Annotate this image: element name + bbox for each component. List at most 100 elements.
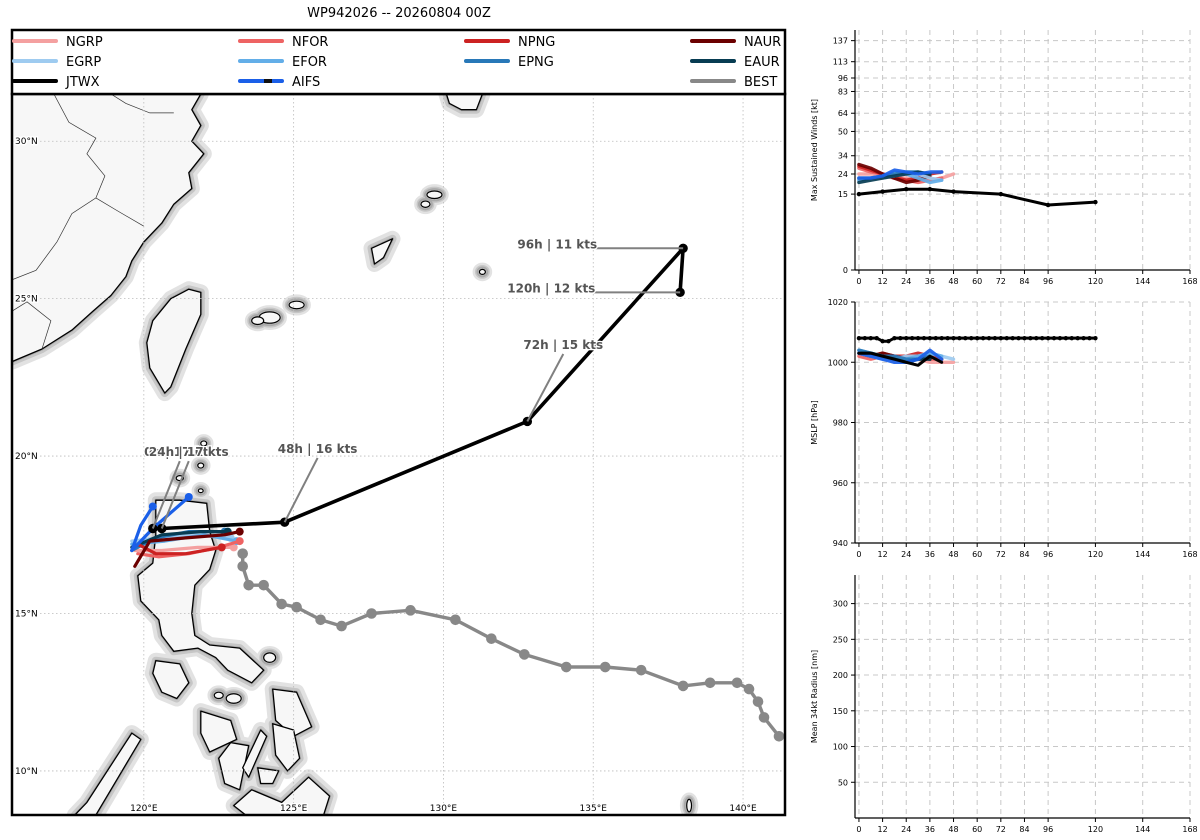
series-best: [856, 335, 1098, 344]
legend-label-jtwx: JTWX: [65, 75, 100, 90]
series-point: [921, 335, 927, 341]
legend-label-naur: NAUR: [744, 35, 781, 50]
track-best: [237, 548, 785, 742]
land-leyte: [272, 723, 301, 772]
track-naur: [133, 527, 244, 568]
series-point: [862, 335, 868, 341]
series-point: [951, 189, 956, 194]
annotation-leader: [283, 457, 319, 523]
annotation-leader: [526, 353, 565, 422]
track-line-eaur: [130, 529, 230, 550]
series-line-naur: [857, 162, 932, 185]
y-tick-label: 0: [843, 266, 848, 275]
x-tick-label: 84: [1019, 550, 1029, 559]
series-point: [1093, 335, 1098, 341]
series-point: [957, 335, 962, 341]
track-end-naur: [235, 527, 244, 536]
lat-tick-label: 30°N: [15, 137, 38, 147]
series-naur: [857, 162, 932, 185]
y-tick-label: 34: [838, 152, 848, 161]
series-point: [1028, 335, 1033, 341]
x-tick-label: 0: [856, 825, 861, 834]
annotation-0h-17-kts: 0h | 17 kts: [144, 445, 215, 459]
series-point: [969, 335, 974, 341]
track-point-best: [291, 601, 302, 613]
legend-label-aifs: AIFS: [292, 75, 320, 90]
annotation-24h-17-kts: 24h | 17 kts: [149, 445, 229, 459]
lat-tick-label: 20°N: [15, 452, 38, 462]
track-point-best: [237, 548, 249, 559]
coast-shade: [194, 460, 207, 471]
x-tick-label: 48: [948, 550, 958, 559]
series-point: [927, 187, 933, 192]
island: [197, 488, 204, 494]
y-tick-label: 64: [838, 109, 848, 118]
x-tick-label: 96: [1043, 550, 1053, 559]
x-tick-label: 96: [1043, 277, 1053, 286]
y-tick-label: 200: [833, 671, 848, 680]
series-point: [974, 335, 980, 341]
series-point: [868, 335, 873, 341]
series-point: [856, 191, 862, 197]
figure-title: WP942026 -- 20260804 00Z: [307, 6, 491, 21]
series-point: [927, 335, 933, 341]
track-point-best: [243, 579, 254, 591]
coast-shade: [424, 188, 445, 202]
lat-tick-label: 10°N: [15, 767, 38, 777]
y-tick-label: 50: [838, 778, 848, 787]
series-point: [1081, 335, 1086, 341]
y-tick-label: 15: [838, 190, 848, 199]
y-tick-label: 96: [838, 74, 848, 83]
series-point: [998, 335, 1004, 341]
track-point-best: [336, 620, 347, 632]
track-line-aifs: [130, 504, 155, 553]
island: [288, 300, 305, 310]
y-tick-label: 300: [833, 600, 848, 609]
track-point-best: [519, 649, 530, 660]
series-line-eaur: [857, 170, 932, 185]
series-point: [898, 335, 903, 341]
track-point-best: [704, 677, 716, 689]
series-point: [1069, 335, 1074, 341]
wind-panel: 0 12 24 36 48 60 72 84 96 120 144 168 0 15 24 34 50 64 83 9…: [810, 30, 1198, 286]
x-tick-label: 120: [1088, 825, 1103, 834]
series-point: [933, 335, 938, 341]
legend-label-eaur: EAUR: [744, 55, 780, 70]
track-end-nfor: [235, 537, 244, 546]
coast-shade: [286, 298, 308, 312]
land-panay: [200, 710, 238, 753]
y-tick-label: 960: [833, 479, 848, 488]
y-tick-label: 50: [838, 127, 848, 136]
province-boundary: [12, 301, 52, 350]
x-tick-label: 12: [877, 277, 887, 286]
series-point: [909, 335, 915, 341]
island: [251, 316, 265, 326]
legend-label-nfor: NFOR: [292, 35, 328, 50]
track-aifs: [130, 502, 157, 553]
coast-shade: [418, 198, 433, 211]
y-tick-label: 150: [833, 707, 848, 716]
x-tick-label: 120: [1088, 277, 1103, 286]
series-point: [904, 187, 909, 192]
track-line-aifs: [130, 495, 191, 553]
coast-shade: [195, 485, 207, 496]
lon-tick-label: 140°E: [729, 804, 757, 814]
x-tick-label: 168: [1182, 550, 1197, 559]
track-point-best: [258, 579, 269, 591]
x-tick-label: 48: [948, 277, 958, 286]
track-end-ngrp: [229, 543, 238, 552]
series-jtwx: [857, 351, 944, 367]
x-tick-label: 36: [925, 825, 935, 834]
panel-background: [855, 30, 1190, 270]
track-point-best: [405, 605, 416, 616]
series-point: [915, 335, 921, 341]
series-point: [1075, 335, 1080, 341]
track-point-best: [486, 633, 497, 644]
series-line-aifs: [857, 168, 944, 180]
track-point-best: [237, 560, 249, 572]
land-mindanao: [233, 776, 331, 815]
legend-label-egrp: EGRP: [66, 55, 101, 70]
series-point: [986, 335, 992, 341]
series-point: [992, 335, 998, 341]
x-tick-label: 168: [1182, 277, 1197, 286]
